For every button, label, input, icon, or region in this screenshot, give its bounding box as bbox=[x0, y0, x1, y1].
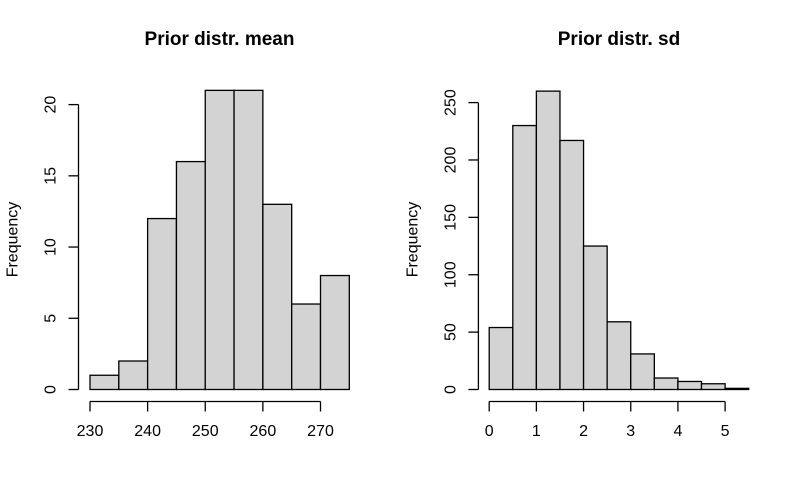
svg-text:Prior distr. sd: Prior distr. sd bbox=[558, 29, 680, 50]
svg-text:Frequency: Frequency bbox=[405, 202, 422, 278]
svg-text:3: 3 bbox=[626, 423, 635, 440]
svg-text:200: 200 bbox=[443, 147, 460, 174]
svg-text:1: 1 bbox=[532, 423, 541, 440]
svg-text:Frequency: Frequency bbox=[5, 202, 22, 278]
svg-text:20: 20 bbox=[43, 96, 60, 114]
svg-text:15: 15 bbox=[43, 167, 60, 185]
svg-text:5: 5 bbox=[721, 423, 730, 440]
svg-text:250: 250 bbox=[443, 89, 460, 116]
svg-text:0: 0 bbox=[443, 385, 460, 394]
svg-text:250: 250 bbox=[192, 423, 219, 440]
svg-text:10: 10 bbox=[43, 238, 60, 256]
svg-text:230: 230 bbox=[77, 423, 104, 440]
svg-text:2: 2 bbox=[579, 423, 588, 440]
svg-text:270: 270 bbox=[307, 423, 334, 440]
svg-text:240: 240 bbox=[134, 423, 161, 440]
svg-text:260: 260 bbox=[250, 423, 277, 440]
svg-text:5: 5 bbox=[43, 314, 60, 323]
svg-text:50: 50 bbox=[443, 323, 460, 341]
svg-text:0: 0 bbox=[43, 385, 60, 394]
svg-text:0: 0 bbox=[485, 423, 494, 440]
svg-text:150: 150 bbox=[443, 204, 460, 231]
svg-text:Prior distr. mean: Prior distr. mean bbox=[145, 29, 295, 50]
svg-text:4: 4 bbox=[673, 423, 682, 440]
svg-text:100: 100 bbox=[443, 261, 460, 288]
